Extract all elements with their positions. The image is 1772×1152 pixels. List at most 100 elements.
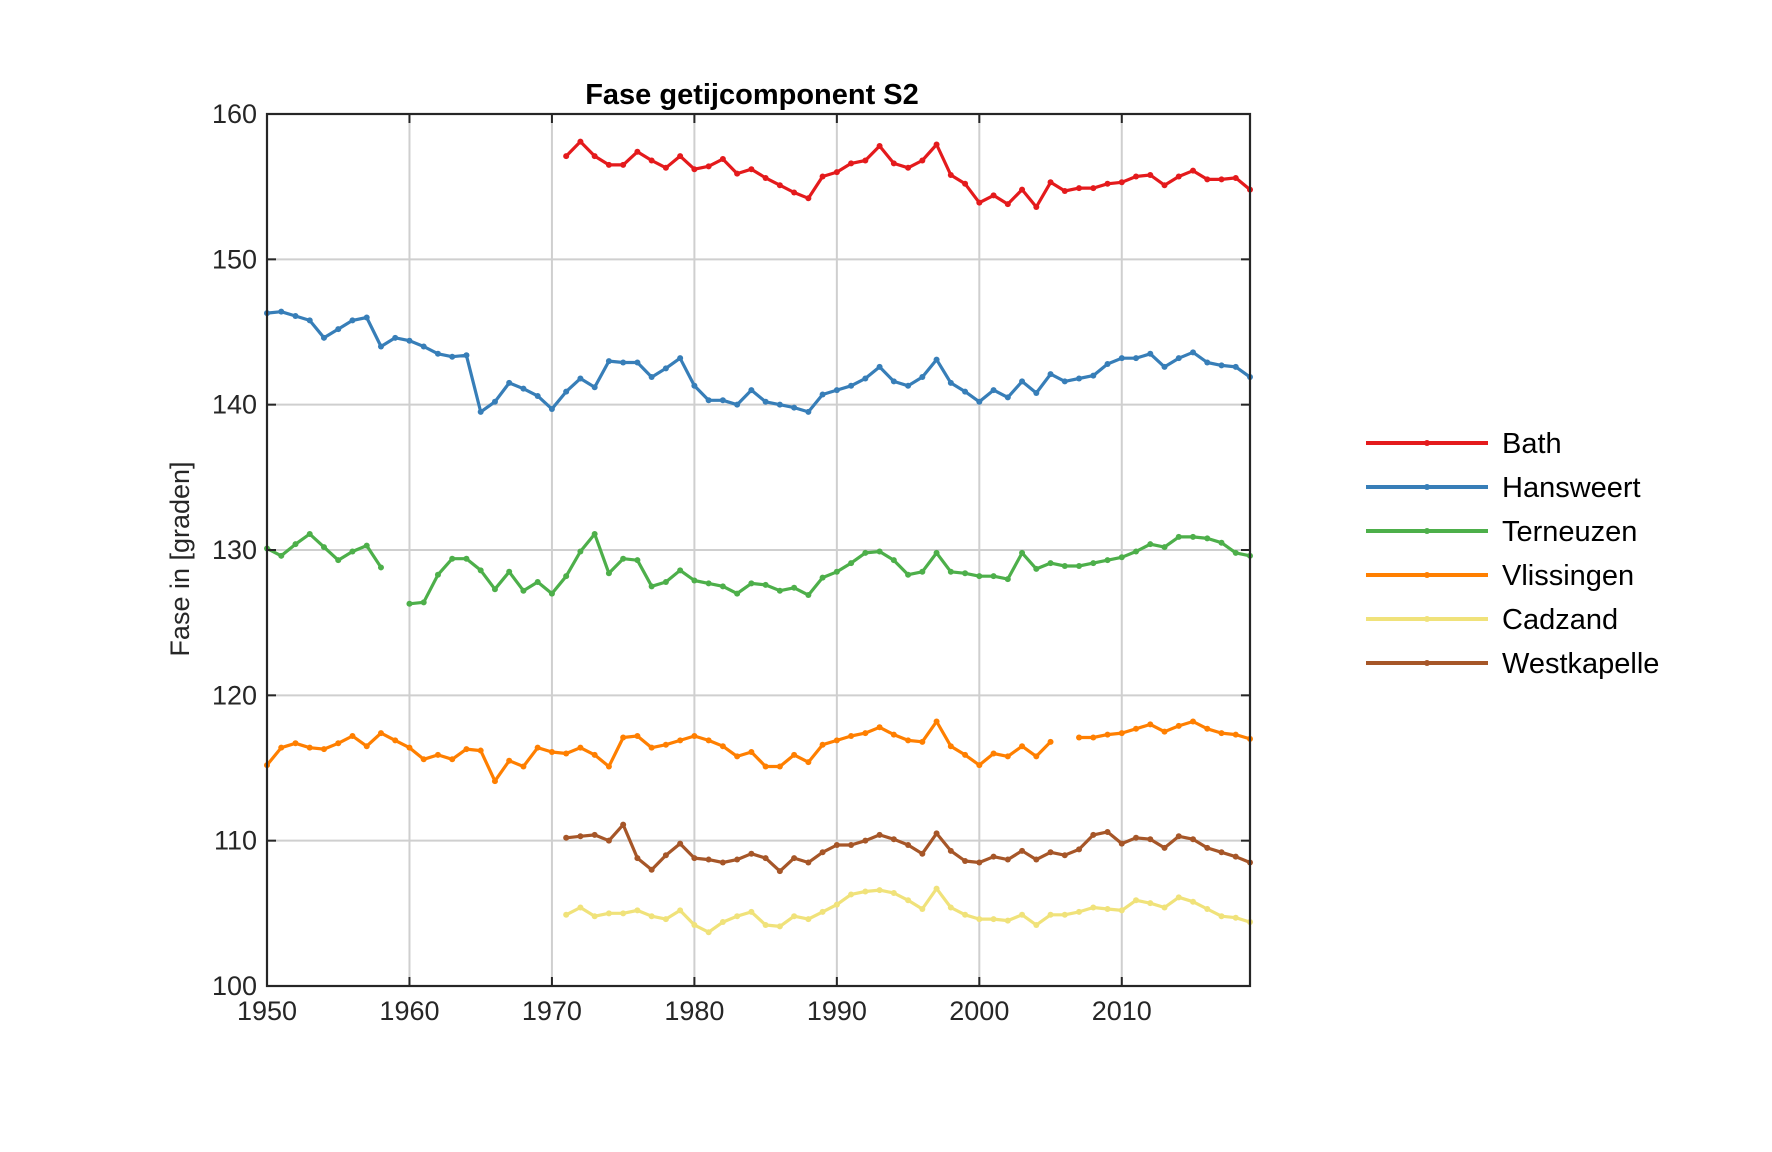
data-point-cadzand: [933, 885, 940, 892]
data-point-terneuzen: [1118, 554, 1125, 561]
data-point-cadzand: [805, 916, 812, 923]
data-point-hansweert: [890, 378, 897, 385]
data-point-bath: [1175, 173, 1182, 180]
data-point-cadzand: [848, 891, 855, 898]
data-point-westkapelle: [1104, 828, 1111, 835]
data-point-vlissingen: [919, 738, 926, 745]
data-point-cadzand: [1090, 904, 1097, 911]
data-point-cadzand: [1019, 911, 1026, 918]
data-point-bath: [890, 160, 897, 167]
data-point-bath: [1061, 188, 1068, 195]
data-point-vlissingen: [805, 759, 812, 766]
data-point-cadzand: [648, 913, 655, 920]
data-point-bath: [1147, 172, 1154, 179]
data-point-terneuzen: [1175, 533, 1182, 540]
data-point-terneuzen: [1047, 560, 1054, 567]
data-point-terneuzen: [1076, 562, 1083, 569]
data-point-vlissingen: [506, 757, 513, 764]
data-point-hansweert: [491, 398, 498, 405]
data-point-vlissingen: [278, 744, 285, 751]
data-point-westkapelle: [947, 847, 954, 854]
data-point-hansweert: [477, 408, 484, 415]
data-point-terneuzen: [577, 548, 584, 555]
data-point-westkapelle: [1090, 831, 1097, 838]
data-point-vlissingen: [548, 749, 555, 756]
data-point-bath: [563, 153, 570, 160]
legend: Bath Hansweert Terneuzen Vlissingen Cadzand W…: [1366, 428, 1659, 680]
legend-item-hansweert: Hansweert: [1366, 472, 1641, 504]
data-point-hansweert: [1090, 372, 1097, 379]
data-point-terneuzen: [990, 573, 997, 580]
data-point-westkapelle: [634, 855, 641, 862]
legend-item-terneuzen: Terneuzen: [1366, 516, 1637, 548]
data-point-terneuzen: [819, 574, 826, 581]
data-point-bath: [662, 164, 669, 171]
data-point-terneuzen: [1061, 562, 1068, 569]
legend-label-westkapelle: Westkapelle: [1502, 648, 1659, 680]
data-point-vlissingen: [1104, 731, 1111, 738]
data-point-westkapelle: [1161, 844, 1168, 851]
data-point-bath: [876, 142, 883, 149]
data-point-vlissingen: [1161, 728, 1168, 735]
series-cadzand: [563, 885, 1253, 936]
data-point-vlissingen: [1147, 721, 1154, 728]
data-point-vlissingen: [1175, 722, 1182, 729]
data-point-hansweert: [420, 343, 427, 350]
x-tick-label: 1970: [522, 996, 582, 1026]
data-point-terneuzen: [677, 567, 684, 574]
data-point-terneuzen: [1019, 549, 1026, 556]
data-point-hansweert: [648, 374, 655, 381]
data-point-vlissingen: [748, 749, 755, 756]
y-tick-label: 100: [212, 971, 257, 1001]
data-point-vlissingen: [1133, 725, 1140, 732]
data-point-hansweert: [1218, 362, 1225, 369]
data-point-bath: [833, 169, 840, 176]
data-point-hansweert: [292, 313, 299, 320]
data-point-westkapelle: [1133, 834, 1140, 841]
data-point-terneuzen: [563, 573, 570, 580]
data-point-hansweert: [434, 350, 441, 357]
data-point-bath: [776, 182, 783, 189]
data-point-terneuzen: [919, 568, 926, 575]
y-tick-label: 160: [212, 99, 257, 129]
data-point-cadzand: [1147, 900, 1154, 907]
data-point-terneuzen: [776, 587, 783, 594]
data-point-cadzand: [905, 897, 912, 904]
grid-lines: [267, 114, 1250, 986]
data-point-westkapelle: [1232, 853, 1239, 860]
legend-item-westkapelle: Westkapelle: [1366, 648, 1659, 680]
x-tick-label: 1990: [807, 996, 867, 1026]
data-point-bath: [990, 192, 997, 199]
data-point-cadzand: [620, 910, 627, 917]
data-point-cadzand: [1190, 898, 1197, 905]
data-point-bath: [791, 189, 798, 196]
data-point-vlissingen: [1019, 743, 1026, 750]
data-point-terneuzen: [349, 548, 356, 555]
data-point-vlissingen: [1118, 730, 1125, 737]
data-point-cadzand: [1061, 911, 1068, 918]
data-point-vlissingen: [477, 747, 484, 754]
data-point-hansweert: [320, 334, 327, 341]
data-point-cadzand: [1232, 914, 1239, 921]
series-westkapelle: [563, 821, 1253, 875]
data-point-cadzand: [563, 911, 570, 918]
data-point-hansweert: [1204, 359, 1211, 366]
data-point-westkapelle: [691, 855, 698, 862]
data-point-terneuzen: [477, 567, 484, 574]
legend-item-cadzand: Cadzand: [1366, 604, 1618, 636]
data-point-hansweert: [1047, 371, 1054, 378]
data-point-cadzand: [762, 921, 769, 928]
data-point-terneuzen: [449, 555, 456, 562]
data-point-cadzand: [962, 911, 969, 918]
data-point-bath: [1204, 176, 1211, 183]
data-point-westkapelle: [1118, 840, 1125, 847]
data-point-cadzand: [591, 913, 598, 920]
data-point-bath: [805, 195, 812, 202]
data-point-westkapelle: [677, 840, 684, 847]
data-point-hansweert: [1004, 394, 1011, 401]
data-point-westkapelle: [648, 866, 655, 873]
data-point-terneuzen: [520, 587, 527, 594]
data-point-cadzand: [677, 907, 684, 914]
data-point-cadzand: [719, 919, 726, 926]
data-point-vlissingen: [420, 756, 427, 763]
